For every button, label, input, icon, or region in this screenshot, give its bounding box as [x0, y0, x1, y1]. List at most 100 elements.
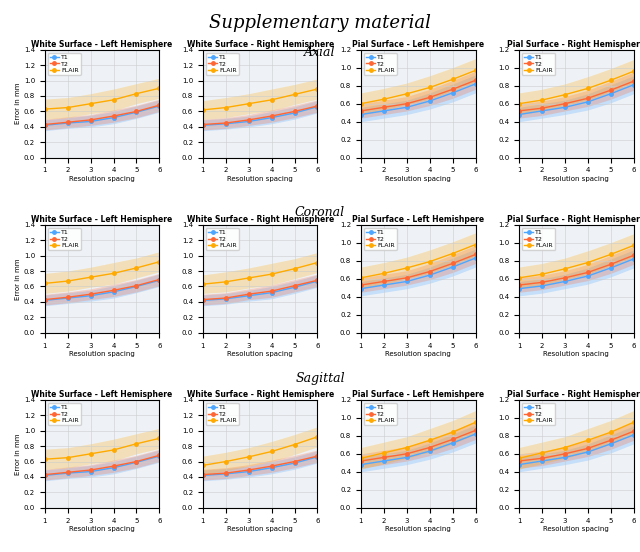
- Line: T2: T2: [359, 429, 477, 463]
- T1: [156, 103, 163, 109]
- T1: [222, 120, 230, 127]
- T1: [41, 297, 49, 304]
- T2: [403, 450, 411, 457]
- T2: [87, 116, 95, 123]
- T1: [449, 89, 456, 96]
- T1: [380, 458, 388, 464]
- T1: [630, 432, 637, 438]
- T2: [515, 282, 523, 288]
- FLAIR: [630, 68, 637, 75]
- T1: [41, 472, 49, 479]
- T1: [156, 453, 163, 459]
- T2: [584, 95, 591, 102]
- Y-axis label: Error in mm: Error in mm: [15, 433, 21, 475]
- FLAIR: [41, 456, 49, 463]
- Line: T1: T1: [201, 105, 319, 127]
- FLAIR: [314, 259, 321, 266]
- T1: [132, 283, 140, 290]
- X-axis label: Resolution spacing: Resolution spacing: [385, 176, 451, 182]
- T2: [199, 121, 207, 128]
- FLAIR: [449, 250, 456, 257]
- Title: White Surface - Right Hemisphere: White Surface - Right Hemisphere: [186, 215, 334, 224]
- Line: T1: T1: [43, 104, 161, 127]
- T2: [291, 283, 298, 289]
- Line: T1: T1: [359, 432, 477, 466]
- T2: [515, 108, 523, 114]
- X-axis label: Resolution spacing: Resolution spacing: [227, 527, 293, 532]
- Line: FLAIR: FLAIR: [359, 421, 477, 460]
- FLAIR: [538, 449, 546, 456]
- T1: [449, 264, 456, 270]
- T1: [630, 82, 637, 88]
- T1: [403, 278, 411, 285]
- Title: Pial Surface - Left Hemishpere: Pial Surface - Left Hemishpere: [352, 390, 484, 399]
- T1: [380, 282, 388, 288]
- Legend: T1, T2, FLAIR: T1, T2, FLAIR: [364, 53, 397, 75]
- FLAIR: [245, 275, 253, 282]
- FLAIR: [426, 84, 433, 91]
- Line: FLAIR: FLAIR: [517, 70, 636, 105]
- T1: [403, 454, 411, 461]
- FLAIR: [630, 419, 637, 426]
- Line: T2: T2: [517, 429, 636, 463]
- Line: T2: T2: [359, 78, 477, 113]
- T2: [41, 471, 49, 478]
- T2: [314, 277, 321, 284]
- T1: [472, 254, 479, 261]
- T2: [426, 268, 433, 275]
- FLAIR: [245, 454, 253, 460]
- T1: [132, 459, 140, 466]
- T1: [630, 256, 637, 262]
- Line: FLAIR: FLAIR: [359, 243, 477, 280]
- Line: T1: T1: [201, 279, 319, 302]
- FLAIR: [87, 450, 95, 457]
- Text: Coronal: Coronal: [295, 206, 345, 219]
- Legend: T1, T2, FLAIR: T1, T2, FLAIR: [206, 53, 239, 75]
- FLAIR: [109, 270, 117, 277]
- FLAIR: [268, 271, 275, 278]
- Line: FLAIR: FLAIR: [359, 68, 477, 105]
- T1: [268, 464, 275, 471]
- T1: [515, 111, 523, 118]
- T1: [109, 114, 117, 121]
- Text: Axial: Axial: [304, 46, 336, 59]
- Line: T2: T2: [201, 104, 319, 126]
- FLAIR: [64, 104, 72, 111]
- X-axis label: Resolution spacing: Resolution spacing: [543, 176, 609, 182]
- Legend: T1, T2, FLAIR: T1, T2, FLAIR: [522, 53, 555, 75]
- T1: [268, 289, 275, 296]
- T1: [584, 273, 591, 279]
- X-axis label: Resolution spacing: Resolution spacing: [69, 351, 135, 357]
- T1: [472, 81, 479, 87]
- T2: [64, 469, 72, 476]
- FLAIR: [515, 455, 523, 461]
- Line: T1: T1: [201, 455, 319, 477]
- T1: [538, 458, 546, 464]
- T1: [268, 114, 275, 121]
- T2: [472, 251, 479, 258]
- T1: [403, 104, 411, 110]
- FLAIR: [607, 429, 614, 436]
- T1: [156, 277, 163, 284]
- T1: [64, 295, 72, 301]
- T2: [199, 296, 207, 303]
- Title: Pial Surface - Left Hemishpere: Pial Surface - Left Hemishpere: [352, 215, 484, 224]
- Line: FLAIR: FLAIR: [43, 437, 161, 461]
- FLAIR: [472, 419, 479, 426]
- T1: [87, 118, 95, 125]
- Legend: T1, T2, FLAIR: T1, T2, FLAIR: [206, 228, 239, 250]
- T1: [561, 278, 569, 285]
- FLAIR: [314, 433, 321, 440]
- Line: T1: T1: [517, 83, 636, 116]
- FLAIR: [515, 274, 523, 281]
- Title: White Surface - Left Hemisphere: White Surface - Left Hemisphere: [31, 215, 173, 224]
- T2: [268, 288, 275, 294]
- T2: [426, 94, 433, 100]
- T2: [403, 100, 411, 107]
- T1: [607, 91, 614, 97]
- FLAIR: [380, 449, 388, 456]
- T2: [109, 113, 117, 119]
- T1: [314, 454, 321, 460]
- T2: [380, 454, 388, 461]
- Line: T2: T2: [359, 253, 477, 287]
